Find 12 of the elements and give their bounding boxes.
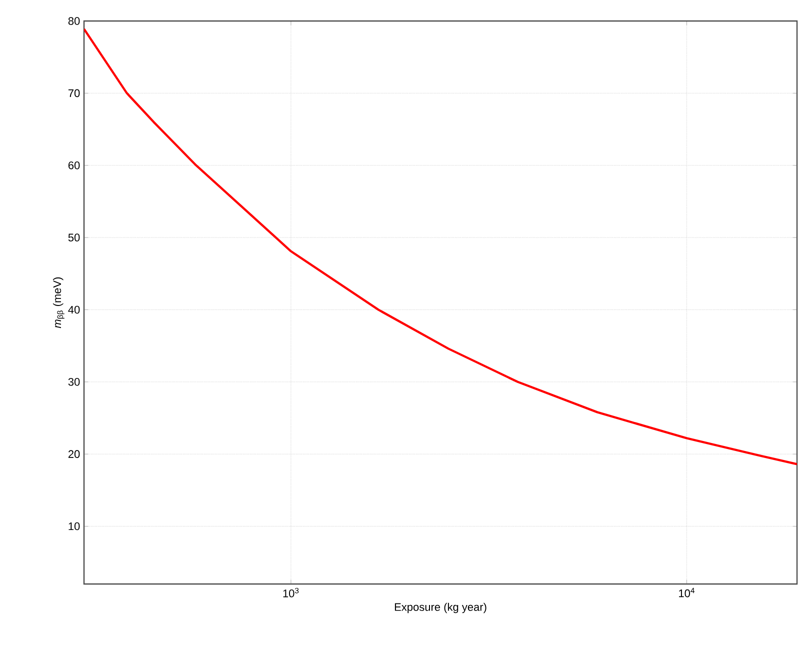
y-axis-title: m$_{ββ}$ (meV) xyxy=(52,277,64,328)
x-tick-label: 10$^{4}$ xyxy=(679,588,695,598)
y-tick-label: 10 xyxy=(68,522,80,530)
y-tick-label: 60 xyxy=(68,161,80,170)
y-tick-label: 20 xyxy=(68,450,80,458)
y-tick-label: 40 xyxy=(68,306,80,314)
y-tick-label: 80 xyxy=(68,17,80,25)
y-tick-label: 30 xyxy=(68,378,80,386)
x-tick-label: 10$^{3}$ xyxy=(283,588,299,598)
y-tick-label: 50 xyxy=(68,234,80,242)
x-axis-title: Exposure (kg year) xyxy=(394,602,486,614)
y-tick-label: 70 xyxy=(68,89,80,98)
